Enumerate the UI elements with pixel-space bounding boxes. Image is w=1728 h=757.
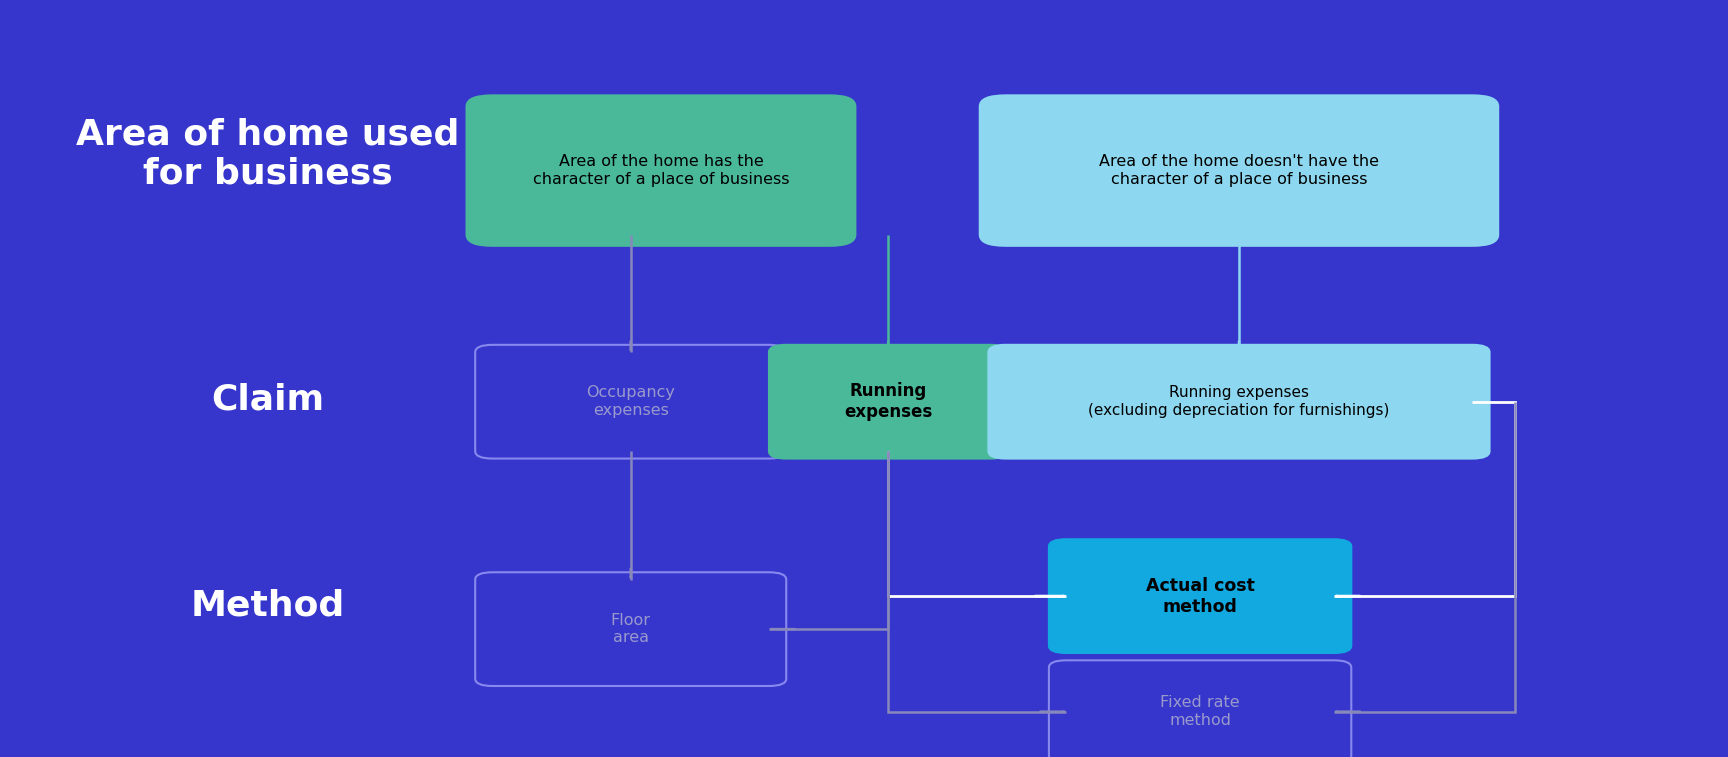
FancyBboxPatch shape (988, 345, 1490, 459)
Text: Area of the home has the
character of a place of business: Area of the home has the character of a … (532, 154, 790, 187)
Text: Area of the home doesn't have the
character of a place of business: Area of the home doesn't have the charac… (1099, 154, 1379, 187)
Text: Occupancy
expenses: Occupancy expenses (586, 385, 676, 418)
FancyBboxPatch shape (475, 345, 786, 459)
Text: Running expenses
(excluding depreciation for furnishings): Running expenses (excluding depreciation… (1089, 385, 1389, 418)
FancyBboxPatch shape (769, 345, 1007, 459)
FancyBboxPatch shape (467, 95, 855, 246)
Text: Fixed rate
method: Fixed rate method (1159, 696, 1241, 728)
Text: Area of home used
for business: Area of home used for business (76, 117, 460, 191)
FancyBboxPatch shape (1049, 539, 1351, 653)
Text: Method: Method (190, 588, 346, 622)
Text: Floor
area: Floor area (610, 613, 651, 645)
FancyBboxPatch shape (475, 572, 786, 686)
Text: Running
expenses: Running expenses (843, 382, 933, 421)
FancyBboxPatch shape (980, 95, 1498, 246)
Text: Claim: Claim (211, 383, 325, 417)
FancyBboxPatch shape (1049, 660, 1351, 757)
Text: Actual cost
method: Actual cost method (1146, 577, 1255, 615)
